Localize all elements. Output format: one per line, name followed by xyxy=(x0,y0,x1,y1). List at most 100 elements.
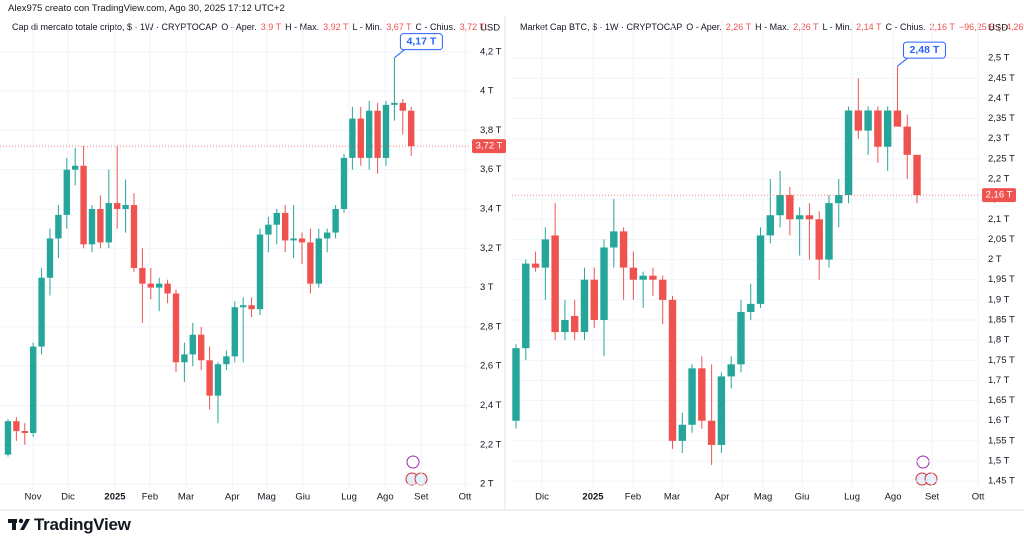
candle-body xyxy=(913,154,921,196)
candle-body xyxy=(874,110,882,147)
candle-body xyxy=(21,431,28,433)
y-tick-label: 2 T xyxy=(988,254,1002,265)
header: Alex975 creato con TradingView.com, Ago … xyxy=(8,3,285,14)
candle-body xyxy=(766,215,775,236)
y-tick-label: 2,45 T xyxy=(988,73,1015,84)
candle-body xyxy=(678,424,686,441)
legend-key: C - Chius. xyxy=(885,22,926,32)
candle-body xyxy=(130,205,138,268)
candle-body xyxy=(181,354,188,363)
y-tick-label: 1,9 T xyxy=(988,294,1010,305)
x-tick-label: Set xyxy=(414,492,429,503)
legend-value: 3,9 T xyxy=(260,22,282,32)
y-tick-label: 4 T xyxy=(480,86,494,97)
candle-body xyxy=(570,315,579,333)
y-tick-label: 2,6 T xyxy=(480,361,502,372)
candle-body xyxy=(63,169,70,215)
x-tick-label: Apr xyxy=(715,492,730,503)
candle-body xyxy=(815,219,823,260)
x-tick-label: 2025 xyxy=(582,492,604,503)
y-tick-label: 2,05 T xyxy=(988,234,1015,245)
logo-mark xyxy=(8,518,30,530)
candle-body xyxy=(366,110,373,158)
x-tick-label: Set xyxy=(925,492,940,503)
candle-body xyxy=(273,212,280,225)
candle-body xyxy=(590,279,598,320)
x-tick-label: Ott xyxy=(972,492,985,503)
candle-body xyxy=(29,346,37,433)
candle-body xyxy=(776,195,784,216)
candle-body xyxy=(265,224,272,235)
y-tick-label: 1,6 T xyxy=(988,415,1010,426)
currency-label: USD xyxy=(988,23,1008,34)
legend-value: −96,25 B (−4,26%) xyxy=(958,22,1024,32)
y-tick-label: 1,8 T xyxy=(988,335,1010,346)
candle-body xyxy=(231,307,238,357)
candle-body xyxy=(324,232,331,239)
candle-body xyxy=(864,110,872,131)
last-price-label: 3,72 T xyxy=(476,141,503,152)
candle-body xyxy=(38,277,45,347)
candle-body xyxy=(883,110,892,147)
y-tick-label: 3,8 T xyxy=(480,125,502,136)
y-tick-label: 3,4 T xyxy=(480,203,502,214)
y-tick-label: 2,8 T xyxy=(480,321,502,332)
legend-value: 2,26 T xyxy=(725,22,752,32)
candle-body xyxy=(737,311,745,365)
candle-body xyxy=(248,305,255,310)
candle-body xyxy=(561,320,569,333)
legend-key: H - Max. xyxy=(285,22,320,32)
legend-key: C - Chius. xyxy=(415,22,456,32)
y-tick-label: 1,55 T xyxy=(988,435,1015,446)
last-price-box xyxy=(472,139,506,154)
candle-body xyxy=(214,364,222,396)
x-tick-label: Nov xyxy=(25,492,42,503)
candle-body xyxy=(113,203,121,209)
legend-title: Market Cap BTC, $ · 1W · CRYPTOCAP xyxy=(520,22,683,32)
candle-body xyxy=(206,360,213,396)
candle-body xyxy=(698,368,706,421)
candle-body xyxy=(551,235,559,333)
y-tick-label: 1,95 T xyxy=(988,274,1015,285)
candle-body xyxy=(147,283,154,288)
candle-body xyxy=(688,368,696,425)
candle-body xyxy=(80,165,87,245)
y-tick-label: 2,4 T xyxy=(480,400,502,411)
high-label: 4,17 T xyxy=(407,35,437,47)
y-tick-label: 3,6 T xyxy=(480,164,502,175)
candle-body xyxy=(122,205,129,209)
candle-body xyxy=(756,235,765,304)
candle-body xyxy=(629,267,638,280)
last-price-label: 2,16 T xyxy=(986,190,1013,201)
candle-body xyxy=(893,110,902,127)
candle-body xyxy=(531,263,540,268)
candle-body xyxy=(332,208,339,233)
candle-body xyxy=(795,215,804,220)
candle-body xyxy=(619,231,628,268)
currency-label: USD xyxy=(480,23,500,34)
y-tick-label: 2,1 T xyxy=(988,214,1010,225)
candle-body xyxy=(374,110,381,158)
candle-body xyxy=(239,305,247,308)
candle-body xyxy=(172,293,180,363)
candle-body xyxy=(649,275,657,280)
legend-value: 3,67 T xyxy=(386,22,412,32)
x-tick-label: Dic xyxy=(535,492,549,503)
candle-body xyxy=(97,208,104,243)
candle-body xyxy=(727,364,735,377)
candle-body xyxy=(903,126,911,155)
x-tick-label: Dic xyxy=(61,492,75,503)
candle-body xyxy=(512,348,520,421)
legend: Market Cap BTC, $ · 1W · CRYPTOCAP O - Ap… xyxy=(520,22,1024,32)
candle-body xyxy=(391,102,398,105)
candle-body xyxy=(639,275,647,280)
last-price-box xyxy=(982,188,1016,203)
x-tick-label: Feb xyxy=(142,492,158,503)
candle-body xyxy=(382,104,390,158)
legend-key: H - Max. xyxy=(755,22,790,32)
candle-body xyxy=(659,279,667,300)
y-tick-label: 1,65 T xyxy=(988,395,1015,406)
candle-body xyxy=(197,334,205,361)
